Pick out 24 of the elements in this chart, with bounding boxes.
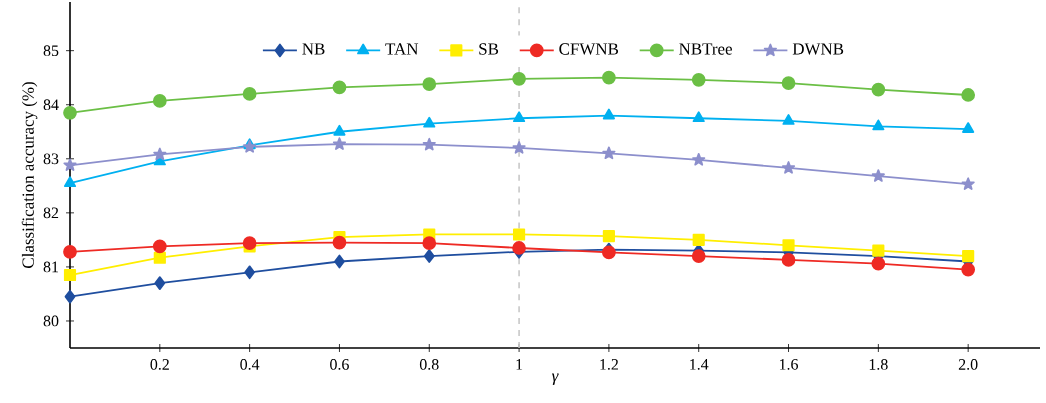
y-tick-label: 82 [43,207,59,219]
y-tick-label: 80 [43,315,59,327]
x-axis-title: γ [551,373,559,385]
legend-label: CFWNB [559,43,619,55]
x-tick-label: 1.8 [869,359,888,370]
legend-label: NBTree [679,43,732,55]
y-tick-label: 84 [43,99,59,111]
x-tick-label: 1.6 [779,359,799,370]
x-tick-label: 0.8 [419,359,439,370]
y-axis-title: Classification accuracy (%) [21,82,38,268]
legend-label: DWNB [792,43,844,55]
legend-label: SB [479,43,499,55]
x-tick-label: 2.0 [958,359,978,370]
y-tick-label: 81 [43,261,58,273]
y-tick-label: 85 [43,45,59,57]
legend-label: NB [302,43,325,55]
x-tick-label: 0.2 [150,359,169,370]
x-tick-label: 1.2 [600,359,618,370]
x-tick-label: 1 [516,359,523,370]
x-tick-label: 0.6 [330,359,349,370]
x-tick-label: 0.4 [240,359,260,370]
x-tick-label: 1.4 [690,359,709,370]
y-tick-label: 83 [43,153,59,165]
legend-label: TAN [385,43,419,55]
